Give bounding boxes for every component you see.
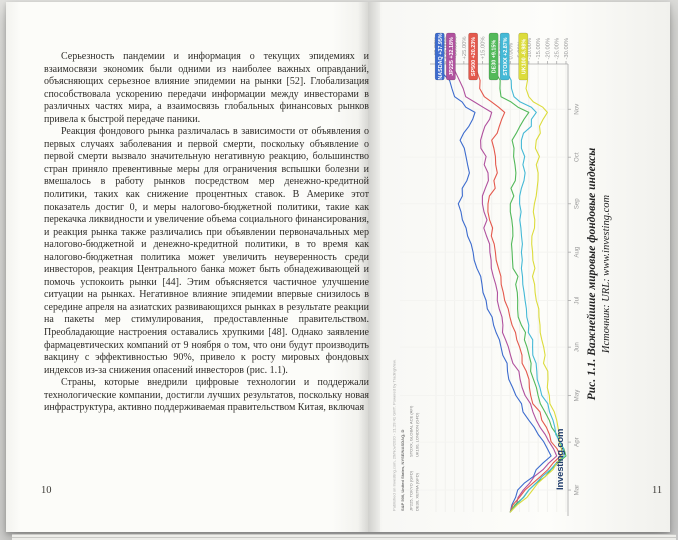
compare-instrument-list: JP225, TOKYO (GFD) STOXX, GLOBAL ACE (AF…	[409, 331, 420, 511]
series-line-sp500	[472, 63, 561, 513]
chart-header-text: Published on Investing.com, 29/Nov/2020 …	[392, 331, 419, 511]
date-tick-label: Sep	[574, 198, 581, 210]
published-line: Published on Investing.com, 29/Nov/2020 …	[392, 359, 397, 511]
price-tick-label: 0.00%	[508, 43, 514, 59]
investing-com-logo: Investing.com	[555, 428, 566, 490]
date-tick-label: Mar	[574, 485, 581, 496]
price-tick-label: +25.00%	[462, 36, 468, 59]
price-tick-label: -30.00%	[564, 38, 570, 60]
series-line-nasdaq	[439, 63, 552, 513]
date-tick-label: Jun	[574, 342, 581, 353]
series-pill-stoxx: STOXX +2.87%	[499, 32, 510, 81]
price-tick-label: -25.00%	[555, 38, 561, 60]
series-line-uk100	[509, 63, 563, 513]
open-book: Серьезность пандемии и информация о теку…	[6, 2, 676, 540]
date-axis: Mar Apr May Jun Jul Aug Sep Oct Nov	[568, 103, 581, 496]
stock-indices-figure: +40.00%+35.00%+30.00%+25.00%+20.00%+15.0…	[390, 32, 622, 516]
series-pill-label: UK100 -6.98%	[521, 39, 527, 75]
series-line-stoxx	[504, 63, 565, 513]
book-spine	[358, 2, 380, 532]
compare-instrument: STOXX, GLOBAL ACE (AFI)	[408, 405, 414, 457]
paragraph-3: Страны, которые внедрили цифровые технол…	[44, 377, 369, 414]
page-left	[6, 2, 368, 532]
figure-rotated-wrapper: +40.00%+35.00%+30.00%+25.00%+20.00%+15.0…	[390, 32, 622, 516]
series-pill-de30: DE30 +9.15%	[488, 32, 499, 81]
series-pill-label: JP225 +32.18%	[449, 37, 455, 76]
figure-caption: Рис. 1.1. Важнейшие мировые фондовые инд…	[586, 32, 612, 516]
body-text: Серьезность пандемии и информация о теку…	[44, 51, 369, 415]
series-pill-label: SP500 +20.23%	[471, 37, 477, 76]
price-tick-label: +30.00%	[453, 36, 459, 59]
stock-indices-chart: +40.00%+35.00%+30.00%+25.00%+20.00%+15.0…	[400, 32, 581, 516]
chart-grid	[400, 64, 568, 512]
price-tick-label: -20.00%	[545, 38, 551, 60]
figure-caption-source: Источник: URL: www.investing.com	[601, 194, 612, 354]
compare-instrument: DE30, XETRA (GFD)	[414, 472, 420, 511]
series-pill-label: DE30 +9.15%	[492, 40, 498, 74]
series-line-jp225	[450, 63, 558, 513]
page-right	[368, 2, 670, 532]
date-tick-label: Jul	[574, 297, 581, 305]
compare-instrument: UK100, LONDON (GFD)	[414, 412, 420, 457]
series-pill-label: NASDAQ +37.95%	[438, 33, 444, 79]
page-number-left: 10	[41, 485, 52, 496]
price-tick-label: -10.00%	[527, 38, 533, 60]
main-instrument-line: S&P 500, United States, NYSE/NASDAQ, D	[400, 429, 406, 511]
price-tick-label: +15.00%	[480, 36, 486, 59]
page-stack-edges	[12, 534, 676, 540]
date-tick-label: Apr	[574, 437, 581, 447]
paragraph-2: Реакция фондового рынка различалась в за…	[44, 126, 369, 376]
date-tick-label: Oct	[574, 152, 581, 162]
price-tick-label: -15.00%	[536, 38, 542, 60]
date-tick-label: Aug	[574, 246, 581, 258]
date-tick-label: Nov	[574, 103, 581, 115]
series-pill-label: STOXX +2.87%	[503, 37, 509, 75]
paragraph-1: Серьезность пандемии и информация о теку…	[44, 51, 369, 125]
date-tick-label: May	[574, 389, 581, 402]
page-number-right: 11	[652, 485, 663, 496]
series-pill-jp225: JP225 +32.18%	[446, 32, 456, 81]
series-pill-nasdaq: NASDAQ +37.95%	[434, 32, 445, 81]
compare-instrument: JP225, TOKYO (GFD)	[408, 470, 414, 511]
figure-caption-title: Рис. 1.1. Важнейшие мировые фондовые инд…	[586, 147, 598, 401]
series-pill-uk100: UK100 -6.98%	[518, 32, 529, 81]
series-pill-sp500: SP500 +20.23%	[468, 32, 478, 81]
